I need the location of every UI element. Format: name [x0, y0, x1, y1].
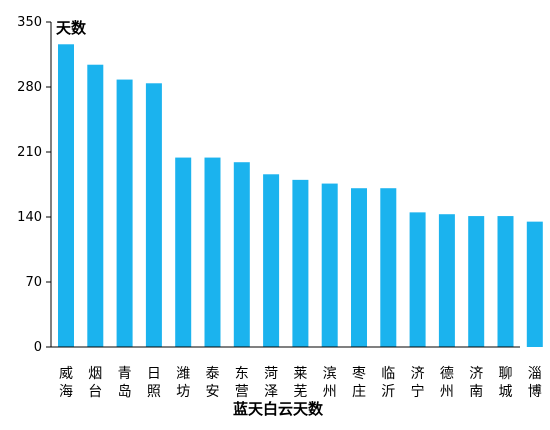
bar: [409, 212, 426, 347]
x-tick-label: 安: [206, 384, 220, 400]
x-tick-label: 潍: [176, 366, 190, 382]
bar: [292, 179, 309, 347]
x-tick-label: 威: [59, 366, 73, 382]
x-tick-label: 营: [235, 384, 249, 400]
y-tick-label: 70: [25, 275, 42, 290]
x-tick-label: 枣: [352, 366, 366, 382]
x-tick-label: 岛: [118, 384, 132, 400]
x-axis-label: 蓝天白云天数: [233, 400, 324, 418]
x-tick-label: 莱: [293, 366, 307, 382]
bar: [175, 157, 192, 347]
x-tick-label: 聊: [499, 366, 513, 382]
y-tick-label: 350: [17, 15, 42, 30]
y-axis-label: 天数: [56, 19, 87, 37]
x-tick-label: 泽: [264, 384, 278, 400]
x-tick-label: 菏: [264, 366, 278, 382]
y-tick-label: 140: [17, 210, 42, 225]
y-tick-label: 0: [34, 340, 42, 355]
x-tick-label: 州: [323, 384, 337, 400]
bar: [145, 83, 162, 348]
x-tick-label: 照: [147, 384, 161, 400]
y-tick-label: 280: [17, 80, 42, 95]
bar: [526, 221, 543, 347]
bar: [468, 216, 485, 347]
bar: [87, 64, 104, 347]
bar: [351, 188, 367, 347]
x-tick-label: 济: [411, 366, 425, 382]
x-tick-label: 宁: [411, 383, 425, 400]
bar: [263, 174, 280, 347]
x-tick-label: 庄: [352, 383, 366, 400]
x-tick-label: 南: [469, 384, 483, 400]
bar: [380, 188, 397, 347]
bar: [204, 157, 221, 347]
bar: [497, 216, 514, 347]
x-tick-label: 泰: [206, 366, 220, 382]
x-tick-label: 州: [440, 384, 454, 400]
bar: [438, 214, 455, 347]
x-tick-label: 沂: [381, 384, 395, 400]
bars: [58, 44, 543, 348]
x-tick-label: 德: [440, 366, 454, 382]
x-tick-label: 博: [528, 383, 542, 400]
x-tick-label: 临: [381, 366, 395, 382]
x-tick-label: 坊: [176, 384, 190, 400]
x-tick-label: 淄: [528, 366, 542, 382]
x-tick-label: 济: [469, 366, 483, 382]
x-tick-label: 海: [59, 384, 73, 400]
x-tick-label: 日: [147, 366, 161, 382]
y-axis: 0 70 140 210 280 350: [17, 15, 52, 355]
bar: [116, 79, 133, 348]
y-tick-label: 210: [17, 145, 42, 160]
bar: [321, 183, 338, 347]
x-tick-label: 滨: [323, 366, 337, 382]
x-tick-label: 台: [88, 384, 102, 400]
x-tick-label: 青: [118, 366, 132, 382]
x-tick-label: 东: [235, 366, 249, 382]
x-tick-label: 烟: [88, 366, 102, 382]
bar: [58, 44, 74, 348]
bar: [233, 162, 250, 347]
x-tick-label: 芜: [293, 383, 307, 400]
x-tick-label: 城: [499, 384, 513, 400]
